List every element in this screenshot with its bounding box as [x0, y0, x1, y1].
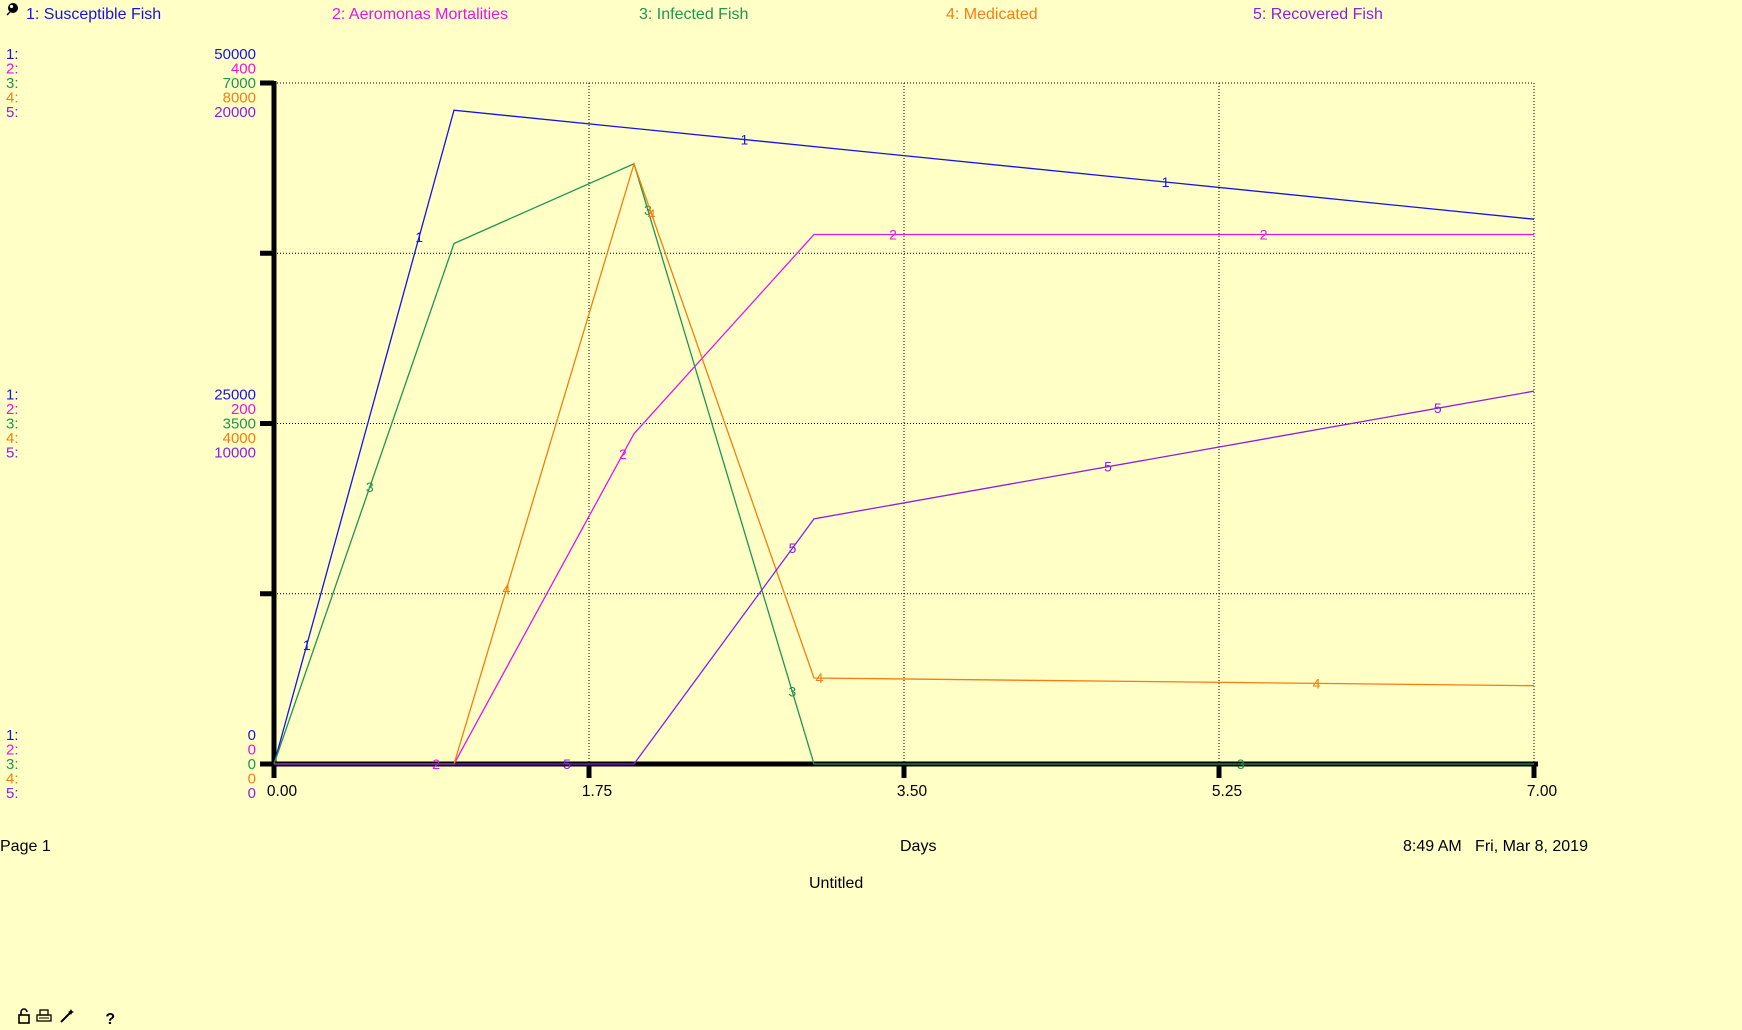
- y-tick-label: 4000: [223, 430, 256, 447]
- print-icon[interactable]: [36, 1008, 53, 1029]
- y-scale-index-label: 1:: [6, 727, 19, 744]
- legend-item-aeromonas-mortalities[interactable]: 2: Aeromonas Mortalities: [332, 6, 509, 23]
- series-line-5: [274, 390, 1535, 765]
- y-tick-label: 0: [248, 785, 256, 802]
- y-scale-index-label: 3:: [6, 416, 19, 433]
- x-tick-label: 3.50: [897, 783, 928, 800]
- legend-item-susceptible-fish[interactable]: 1: Susceptible Fish: [26, 6, 162, 23]
- legend-item-medicated[interactable]: 4: Medicated: [946, 6, 1038, 23]
- series-marker-2: 2: [619, 446, 627, 462]
- y-tick-label: 8000: [223, 90, 256, 107]
- page-label[interactable]: Page 1: [0, 838, 51, 855]
- y-scale-index-label: 5:: [6, 785, 19, 802]
- series-marker-2: 2: [889, 227, 897, 243]
- model-title: Untitled: [809, 875, 864, 892]
- series-marker-2: 2: [1260, 227, 1268, 243]
- series-marker-5: 5: [563, 756, 571, 772]
- y-tick-label: 0: [248, 742, 256, 759]
- legend-item-infected-fish[interactable]: 3: Infected Fish: [639, 6, 749, 23]
- x-tick-label: 5.25: [1212, 783, 1242, 800]
- lock-icon[interactable]: [18, 1008, 30, 1029]
- series-marker-4: 4: [1313, 675, 1321, 691]
- timestamp: 8:49 AM Fri, Mar 8, 2019: [1403, 838, 1588, 855]
- y-scale-index-label: 4:: [6, 90, 19, 107]
- series-marker-1: 1: [303, 637, 311, 653]
- series-marker-3: 3: [788, 683, 796, 699]
- series-marker-4: 4: [648, 206, 656, 222]
- x-tick-label: 1.75: [582, 783, 612, 800]
- x-axis-label: Days: [900, 838, 937, 855]
- y-tick-label: 50000: [214, 46, 256, 63]
- y-tick-label: 200: [231, 401, 256, 418]
- wand-icon[interactable]: [59, 1008, 75, 1029]
- x-tick-label: 7.00: [1527, 783, 1558, 800]
- y-tick-label: 3500: [223, 416, 256, 433]
- y-tick-label: 0: [248, 771, 256, 788]
- legend-item-recovered-fish[interactable]: 5: Recovered Fish: [1253, 6, 1383, 23]
- y-scale-index-label: 1:: [6, 46, 19, 63]
- series-marker-5: 5: [1104, 459, 1112, 475]
- help-icon[interactable]: ?: [105, 1011, 116, 1028]
- y-tick-label: 0: [248, 756, 256, 773]
- y-tick-label: 400: [231, 61, 256, 78]
- series-marker-5: 5: [789, 540, 797, 556]
- y-tick-label: 25000: [214, 387, 256, 404]
- y-tick-label: 10000: [214, 445, 256, 462]
- y-scale-index-label: 4:: [6, 771, 19, 788]
- series-marker-1: 1: [1162, 174, 1170, 190]
- series-line-1: [273, 109, 1535, 765]
- series-line-2: [274, 233, 1534, 765]
- y-scale-index-label: 2:: [6, 742, 19, 759]
- y-scale-index-label: 2:: [6, 61, 19, 78]
- y-scale-index-label: 5:: [6, 445, 19, 462]
- series-marker-3: 3: [366, 479, 374, 495]
- y-scale-index-label: 5:: [6, 104, 19, 121]
- series-marker-5: 5: [1434, 400, 1442, 416]
- series-marker-3: 3: [1237, 756, 1245, 772]
- series-line-3: [273, 162, 1534, 765]
- series-marker-4: 4: [503, 581, 511, 597]
- y-tick-label: 7000: [223, 75, 256, 92]
- y-scale-index-label: 2:: [6, 401, 19, 418]
- y-tick-label: 20000: [214, 104, 256, 121]
- legend-pin-icon[interactable]: [6, 2, 18, 16]
- series-marker-1: 1: [741, 132, 749, 148]
- toolbar: ?: [18, 1008, 117, 1029]
- series-marker-4: 4: [816, 670, 824, 686]
- y-tick-label: 0: [248, 727, 256, 744]
- x-tick-label: 0.00: [267, 783, 298, 800]
- series-marker-1: 1: [415, 229, 423, 245]
- y-scale-index-label: 3:: [6, 756, 19, 773]
- y-scale-index-label: 1:: [6, 387, 19, 404]
- series-marker-3: 3: [644, 202, 652, 218]
- y-scale-index-label: 4:: [6, 430, 19, 447]
- series-line-4: [274, 161, 1535, 765]
- y-scale-index-label: 3:: [6, 75, 19, 92]
